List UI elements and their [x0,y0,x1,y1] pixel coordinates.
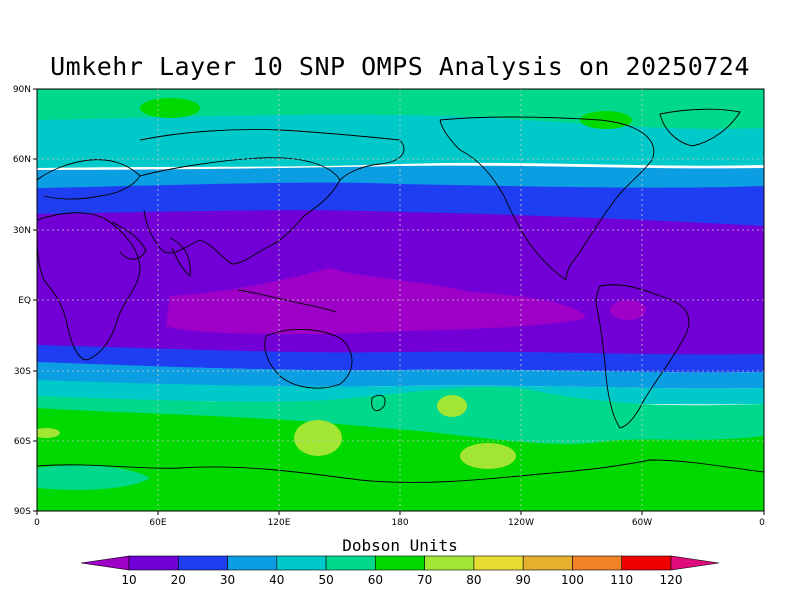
lon-label: 60E [149,518,166,528]
colorbar-tick-label: 110 [610,573,633,587]
colorbar-swatch [227,555,278,571]
coast-australia [264,328,353,389]
colorbar-swatch [522,555,573,571]
coast-india [169,237,191,277]
graticule [37,89,764,511]
colorbar-swatch [375,555,425,571]
colorbar-tick-label: 90 [516,573,531,587]
coast-new-zealand [371,394,386,412]
colorbar-labels: 10 20 30 40 50 60 70 80 90 100 110 120 [121,573,682,587]
coast-antarctica [37,459,764,483]
band-30-south [37,345,764,373]
band-80-patch-1 [294,420,342,456]
band-80-patch-2 [437,395,467,417]
coast-indonesia [237,289,337,313]
coast-africa [37,212,141,361]
band-60-antarctic [37,465,150,490]
colorbar-tick-label: 20 [171,573,186,587]
colorbar-tick-label: 100 [561,573,584,587]
colorbar-swatch [177,555,228,571]
colorbar-swatch [128,555,179,571]
colorbar-swatch [325,555,376,571]
colorbar-tick-label: 40 [269,573,284,587]
colorbar-tick-label: 70 [417,573,432,587]
lat-label: 90S [14,507,31,517]
colorbar-tick-label: 80 [466,573,481,587]
colorbar-tick-label: 120 [660,573,683,587]
band-40-south [37,362,764,389]
coast-south-america [595,284,690,429]
coastlines [37,108,764,483]
coast-arabia [111,221,147,260]
coast-greenland [659,108,741,147]
colorbar-swatch [572,555,623,571]
map-title: Umkehr Layer 10 SNP OMPS Analysis on 202… [50,52,750,81]
lat-label: 30N [13,226,31,236]
band-70-south [37,408,764,511]
band-10 [166,268,586,334]
colorbar-title: Dobson Units [342,536,458,555]
colorbar-swatch [80,555,130,571]
lon-label: 60W [632,518,652,528]
band-70-north-2 [580,111,632,129]
lon-label: 0 [34,518,40,528]
ozone-field [37,89,764,511]
lat-label: 90N [13,85,31,95]
lat-label: 60N [13,155,31,165]
band-10-small [610,300,646,320]
lon-label: 120E [268,518,291,528]
lon-label: 0 [759,518,765,528]
colorbar-swatch [424,555,475,571]
coast-north-america [439,116,655,281]
band-80-patch-4 [37,428,60,438]
colorbar-tick-label: 60 [368,573,383,587]
lon-label: 120W [508,518,534,528]
colorbar-swatch [276,555,327,571]
lat-label: 60S [14,437,31,447]
band-60-south [37,386,764,447]
colorbar-swatch [473,555,524,571]
colorbar-tick-label: 30 [220,573,235,587]
colorbar-tick-label: 50 [318,573,333,587]
lat-label: 30S [14,367,31,377]
colorbar-swatch [621,555,672,571]
band-50-south [37,380,764,405]
lat-label: EQ [18,296,31,306]
lon-label: 180 [391,518,408,528]
colorbar-swatch [670,555,720,571]
coast-siberia [139,129,405,181]
colorbar-swatches [80,555,720,571]
axis-ticks [33,88,765,515]
colorbar-tick-label: 10 [121,573,136,587]
band-70-north-1 [140,98,200,118]
band-80-patch-3 [460,443,516,469]
